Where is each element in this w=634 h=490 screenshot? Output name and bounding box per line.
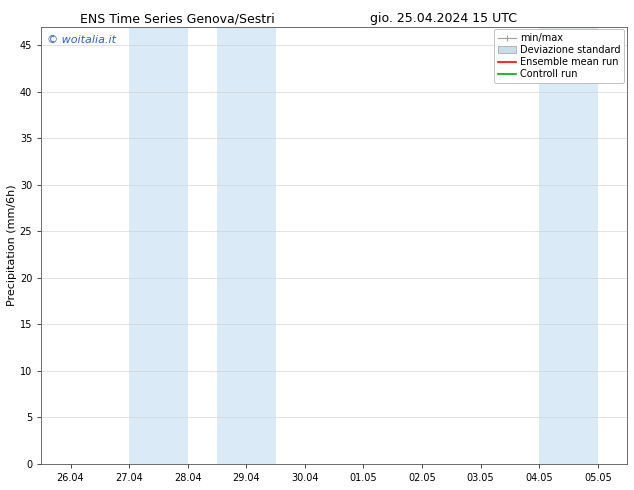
- Text: ENS Time Series Genova/Sestri: ENS Time Series Genova/Sestri: [80, 12, 275, 25]
- Bar: [217, 26, 276, 464]
- Y-axis label: Precipitation (mm/6h): Precipitation (mm/6h): [7, 184, 17, 306]
- Legend: min/max, Deviazione standard, Ensemble mean run, Controll run: min/max, Deviazione standard, Ensemble m…: [495, 29, 624, 83]
- Bar: [627, 26, 634, 464]
- Text: gio. 25.04.2024 15 UTC: gio. 25.04.2024 15 UTC: [370, 12, 517, 25]
- Title: ENS Time Series Genova/Sestri    gio. 25.04.2024 15 UTC: ENS Time Series Genova/Sestri gio. 25.04…: [0, 489, 1, 490]
- Text: © woitalia.it: © woitalia.it: [47, 35, 116, 45]
- Bar: [129, 26, 188, 464]
- Bar: [539, 26, 598, 464]
